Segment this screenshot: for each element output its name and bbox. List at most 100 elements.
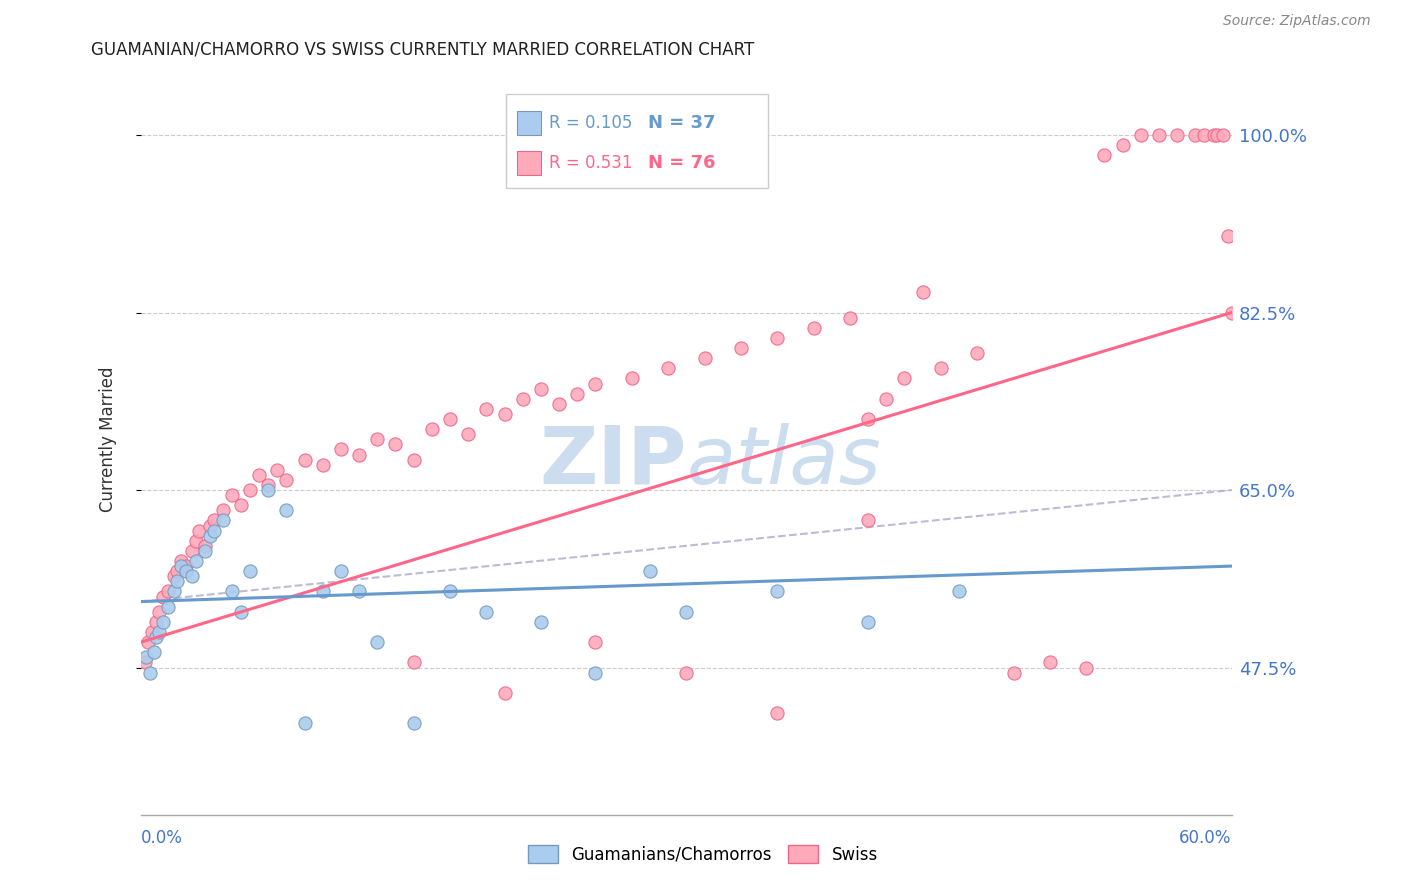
Point — [475, 401, 498, 416]
Point — [803, 320, 825, 334]
Point — [329, 564, 352, 578]
Point — [856, 412, 879, 426]
Point — [247, 467, 270, 482]
Text: ZIP: ZIP — [538, 423, 686, 500]
Point — [839, 310, 862, 325]
Point — [347, 448, 370, 462]
Point — [347, 584, 370, 599]
Point — [152, 590, 174, 604]
Point — [239, 564, 262, 578]
Point — [475, 605, 498, 619]
Point — [530, 382, 553, 396]
Point — [402, 452, 425, 467]
Point — [148, 625, 170, 640]
Point — [170, 559, 193, 574]
Point — [1216, 229, 1239, 244]
Point — [163, 584, 186, 599]
Point — [170, 554, 193, 568]
Point — [202, 513, 225, 527]
Text: N = 76: N = 76 — [648, 154, 716, 172]
Point — [148, 605, 170, 619]
Point — [257, 478, 280, 492]
Point — [163, 569, 186, 583]
Legend: Guamanians/Chamorros, Swiss: Guamanians/Chamorros, Swiss — [522, 838, 884, 871]
Point — [329, 442, 352, 457]
Point — [198, 529, 221, 543]
Y-axis label: Currently Married: Currently Married — [100, 367, 117, 512]
Point — [494, 407, 516, 421]
Point — [530, 615, 553, 629]
Point — [229, 498, 252, 512]
Bar — [517, 151, 541, 175]
Point — [266, 463, 288, 477]
Point — [211, 503, 233, 517]
Point — [1076, 660, 1098, 674]
Text: 0.0%: 0.0% — [141, 829, 183, 847]
Point — [420, 422, 443, 436]
Point — [221, 488, 243, 502]
Point — [402, 716, 425, 731]
Point — [638, 564, 661, 578]
Point — [1220, 305, 1243, 319]
Point — [620, 371, 643, 385]
Point — [1184, 128, 1206, 142]
Point — [136, 635, 159, 649]
Point — [1039, 656, 1062, 670]
Point — [166, 574, 188, 589]
Point — [188, 524, 211, 538]
Point — [893, 371, 915, 385]
Point — [294, 452, 316, 467]
Point — [1212, 128, 1234, 142]
Point — [312, 584, 335, 599]
Point — [675, 665, 697, 680]
Point — [176, 559, 198, 574]
Point — [180, 544, 202, 558]
Point — [1194, 128, 1216, 142]
Point — [145, 615, 167, 629]
Point — [194, 539, 217, 553]
Point — [1206, 128, 1229, 142]
Point — [402, 656, 425, 670]
Point — [657, 361, 679, 376]
FancyBboxPatch shape — [506, 94, 768, 188]
Point — [198, 518, 221, 533]
Point — [1166, 128, 1188, 142]
Point — [134, 656, 156, 670]
Point — [180, 569, 202, 583]
Point — [439, 584, 461, 599]
Point — [1111, 138, 1133, 153]
Point — [176, 564, 198, 578]
Point — [875, 392, 897, 406]
Point — [766, 584, 789, 599]
Point — [135, 650, 157, 665]
Point — [239, 483, 262, 497]
Point — [1147, 128, 1170, 142]
Point — [693, 351, 716, 366]
Point — [583, 376, 606, 391]
Point — [512, 392, 534, 406]
Point — [457, 427, 479, 442]
Text: Source: ZipAtlas.com: Source: ZipAtlas.com — [1223, 14, 1371, 28]
Point — [157, 599, 180, 614]
Point — [567, 386, 589, 401]
Point — [856, 513, 879, 527]
Point — [1094, 148, 1116, 162]
Point — [439, 412, 461, 426]
Point — [766, 331, 789, 345]
Point — [276, 503, 298, 517]
Point — [294, 716, 316, 731]
Point — [145, 630, 167, 644]
Point — [157, 584, 180, 599]
Text: N = 37: N = 37 — [648, 114, 716, 132]
Point — [152, 615, 174, 629]
Point — [911, 285, 934, 300]
Point — [142, 645, 165, 659]
Point — [276, 473, 298, 487]
Point — [1202, 128, 1225, 142]
Point — [548, 397, 571, 411]
Text: GUAMANIAN/CHAMORRO VS SWISS CURRENTLY MARRIED CORRELATION CHART: GUAMANIAN/CHAMORRO VS SWISS CURRENTLY MA… — [91, 40, 755, 58]
Point — [141, 625, 163, 640]
Point — [194, 544, 217, 558]
Point — [730, 341, 752, 355]
Text: atlas: atlas — [686, 423, 882, 500]
